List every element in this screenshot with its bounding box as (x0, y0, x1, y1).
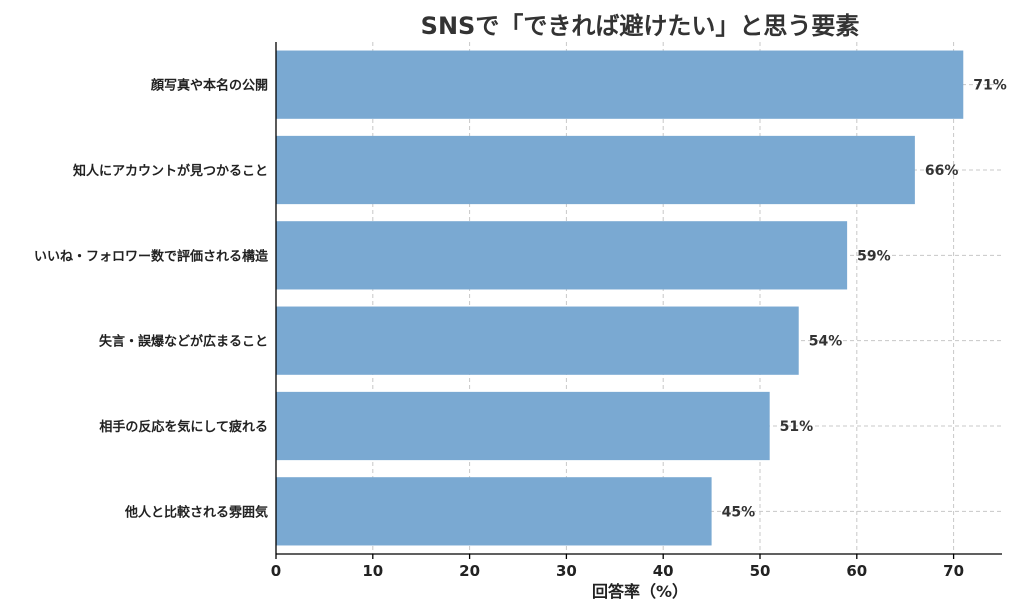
category-label-3: 失言・誤爆などが広まること (99, 334, 268, 350)
x-tick-label-50: 50 (750, 562, 771, 580)
x-tick-label-70: 70 (943, 562, 964, 580)
bar-5 (276, 477, 712, 546)
bars (276, 50, 964, 546)
bar-4 (276, 391, 770, 461)
x-tick-label-10: 10 (362, 562, 383, 580)
data-label-5: 45% (722, 504, 756, 520)
data-label-3: 54% (809, 334, 843, 350)
bar-2 (276, 221, 848, 290)
bar-1 (276, 135, 915, 205)
category-label-4: 相手の反応を気にして疲れる (99, 419, 268, 435)
x-tick-label-0: 0 (271, 562, 281, 580)
data-label-1: 66% (925, 163, 959, 179)
data-label-2: 59% (857, 248, 891, 264)
category-labels: 顔写真や本名の公開知人にアカウントが見つかることいいね・フォロワー数で評価される… (34, 78, 269, 521)
chart-title: SNSで「できれば避けたい」と思う要素 (421, 12, 860, 40)
category-label-1: 知人にアカウントが見つかること (73, 163, 268, 179)
bar-3 (276, 306, 799, 375)
x-axis-label: 回答率（%） (592, 582, 688, 601)
data-labels: 71% 66% 59% 54% 51% 45% (722, 78, 1007, 521)
x-tick-label-30: 30 (556, 562, 577, 580)
category-label-5: 他人と比較される雰囲気 (124, 504, 268, 520)
data-label-0: 71% (973, 78, 1007, 94)
x-tick-label-40: 40 (653, 562, 674, 580)
category-label-2: いいね・フォロワー数で評価される構造 (34, 248, 269, 264)
category-label-0: 顔写真や本名の公開 (150, 78, 268, 94)
x-tick-label-60: 60 (846, 562, 867, 580)
data-label-4: 51% (780, 419, 814, 435)
bar-0 (276, 50, 964, 119)
x-tick-label-20: 20 (459, 562, 480, 580)
x-tick-labels: 0 10 20 30 40 50 60 70 (271, 554, 964, 580)
